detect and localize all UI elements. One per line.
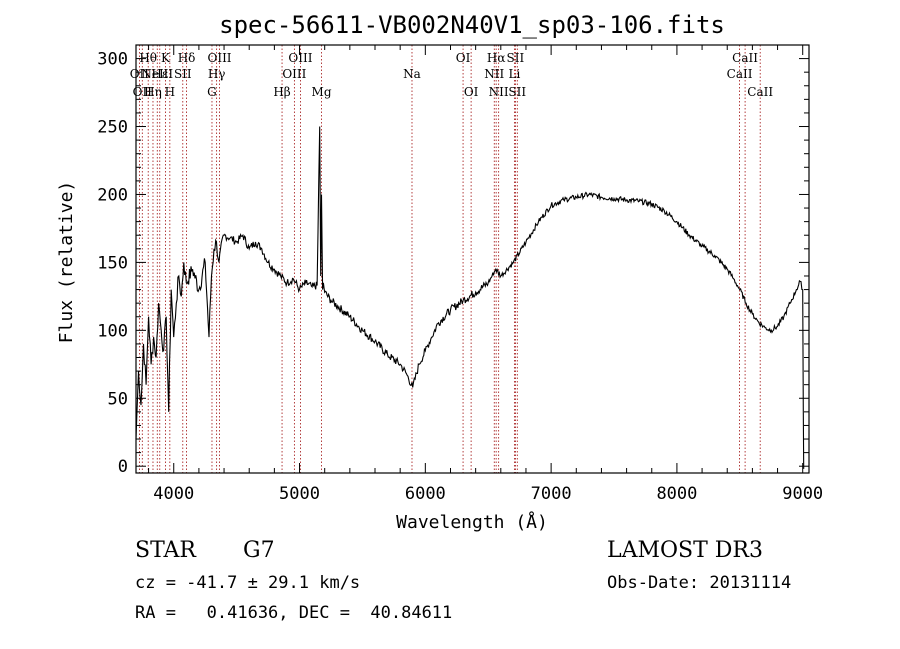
marker-label: NII xyxy=(489,85,509,99)
marker-label: Hε xyxy=(151,67,168,81)
marker-label: OIII xyxy=(207,51,231,65)
y-tick-label: 0 xyxy=(118,457,128,477)
marker-label: G xyxy=(207,85,217,99)
x-tick-label: 8000 xyxy=(656,484,697,504)
marker-label: OIII xyxy=(282,67,306,81)
y-tick-label: 200 xyxy=(97,185,128,205)
x-tick-label: 5000 xyxy=(279,484,320,504)
coordinates: RA = 0.41636, DEC = 40.84611 xyxy=(135,603,453,623)
marker-label: CaII xyxy=(727,67,753,81)
y-tick-label: 150 xyxy=(97,253,128,273)
x-tick-label: 6000 xyxy=(405,484,446,504)
x-tick-label: 9000 xyxy=(782,484,823,504)
y-tick-label: 50 xyxy=(108,389,128,409)
x-axis: 4000 5000 6000 7000 8000 9000 xyxy=(148,45,823,504)
marker-label: SII xyxy=(174,67,192,81)
spectrum-curve xyxy=(135,126,805,469)
x-tick-label: 7000 xyxy=(531,484,572,504)
marker-label: OIII xyxy=(288,51,312,65)
marker-label: SII xyxy=(507,51,525,65)
x-axis-label: Wavelength (Å) xyxy=(396,511,548,533)
y-tick-label: 300 xyxy=(97,50,128,70)
marker-label: K xyxy=(161,51,171,65)
marker-label: Hγ xyxy=(208,67,226,81)
marker-label: Na xyxy=(403,67,421,81)
object-class: STAR xyxy=(135,538,196,563)
marker-label: OII xyxy=(130,67,150,81)
y-axis: 0 50 100 150 200 250 300 xyxy=(97,50,809,477)
marker-label: Hα xyxy=(487,51,506,65)
x-tick-label: 4000 xyxy=(153,484,194,504)
spectral-line-markers xyxy=(138,45,761,473)
chart-title: spec-56611-VB002N40V1_sp03-106.fits xyxy=(219,11,725,39)
survey-name: LAMOST DR3 xyxy=(607,538,763,563)
plot-frame xyxy=(135,44,810,474)
marker-label: Hδ xyxy=(178,51,196,65)
observation-date: Obs-Date: 20131114 xyxy=(607,573,792,593)
redshift-value: cz = -41.7 ± 29.1 km/s xyxy=(135,573,361,593)
y-tick-label: 100 xyxy=(97,321,128,341)
marker-label: NeIII xyxy=(141,67,173,81)
marker-label: Mg xyxy=(312,85,332,99)
marker-label: Hβ xyxy=(273,85,290,99)
object-subclass: G7 xyxy=(243,538,275,563)
marker-label: NII xyxy=(484,67,504,81)
marker-label: OI xyxy=(464,85,479,99)
marker-label: OII xyxy=(133,85,153,99)
marker-label: Hθ xyxy=(139,51,157,65)
marker-label: CaII xyxy=(732,51,758,65)
y-axis-label: Flux (relative) xyxy=(56,181,77,344)
marker-label: Hη xyxy=(144,85,162,99)
y-tick-label: 250 xyxy=(97,118,128,138)
marker-label: H xyxy=(165,85,175,99)
marker-label: OI xyxy=(456,51,471,65)
marker-label: Li xyxy=(508,67,520,81)
marker-label: CaII xyxy=(747,85,773,99)
marker-label: SII xyxy=(508,85,526,99)
